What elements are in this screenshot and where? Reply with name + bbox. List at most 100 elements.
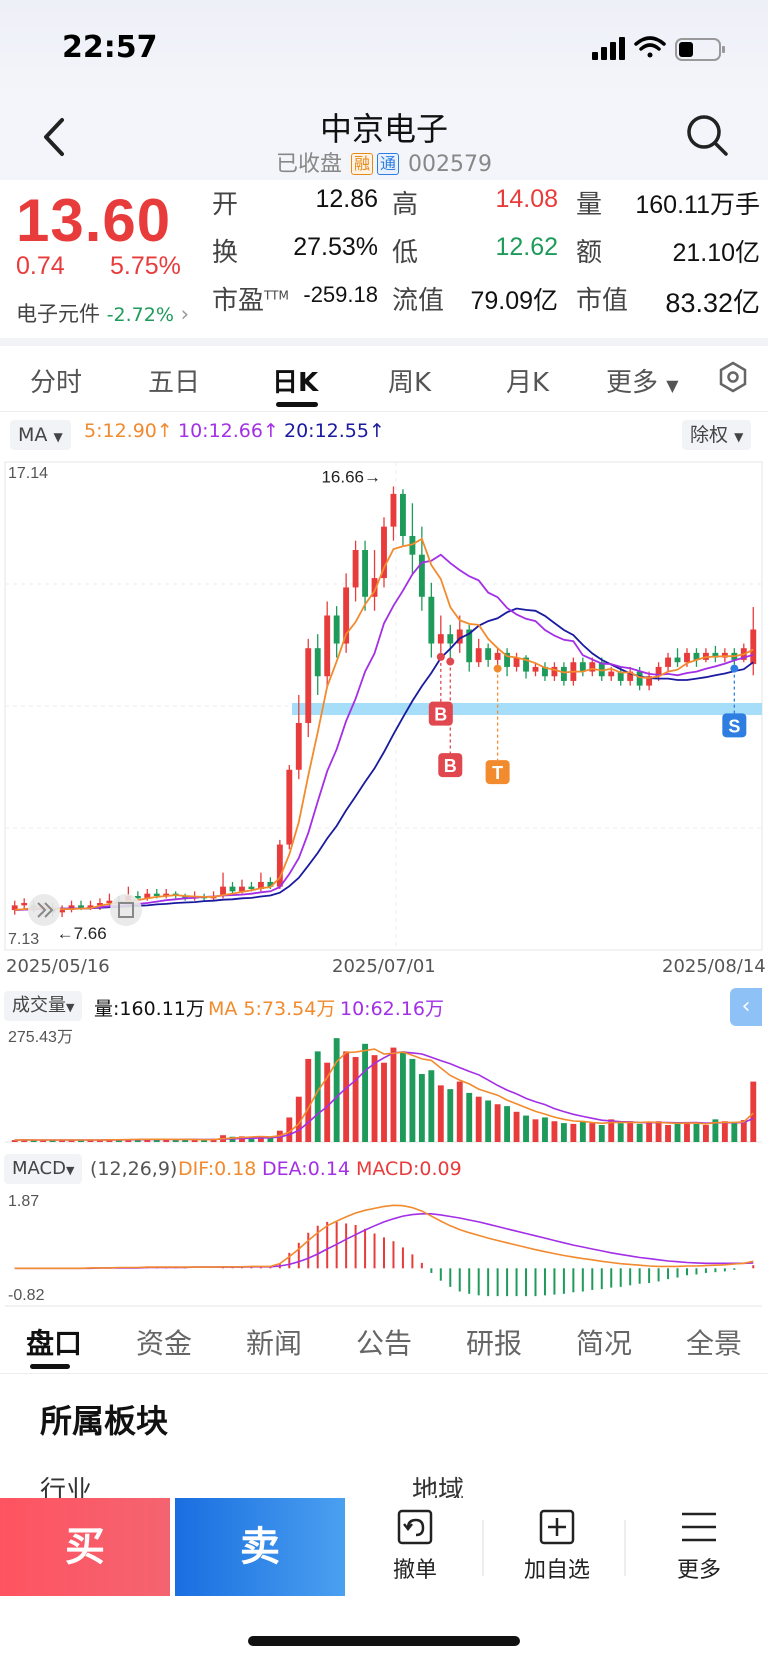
candle: [627, 671, 634, 681]
search-icon[interactable]: [684, 112, 730, 158]
separator: [482, 1520, 484, 1576]
macd-value: MACD:0.09: [356, 1158, 462, 1180]
buy-button[interactable]: 买: [0, 1498, 170, 1596]
candle: [598, 662, 605, 677]
more-button[interactable]: 更多: [644, 1508, 754, 1584]
signal-badge: [485, 760, 510, 785]
status-time: 22:57: [62, 30, 158, 65]
tab-overview[interactable]: 全景: [686, 1327, 743, 1360]
chevron-right-icon: ›: [180, 302, 189, 326]
tab-capital[interactable]: 资金: [136, 1327, 193, 1360]
volume-bar: [542, 1117, 548, 1142]
stock-code: 002579: [408, 152, 492, 177]
tab-five-day[interactable]: 五日: [148, 368, 201, 398]
volume-bar: [589, 1123, 596, 1142]
settings-hexagon-icon[interactable]: [716, 360, 750, 394]
value-high: 14.08: [495, 185, 558, 213]
volume-ma5-line: [14, 1048, 754, 1141]
volume-bar: [598, 1125, 605, 1142]
back-chevron-icon[interactable]: [34, 112, 74, 162]
candle: [97, 903, 103, 906]
macd-header: MACD▼ (12,26,9) DIF:0.18 DEA:0.14 MACD:0…: [0, 1152, 768, 1188]
tab-announcements[interactable]: 公告: [356, 1327, 413, 1360]
candle: [617, 671, 624, 681]
menu-icon: [682, 1512, 716, 1542]
candle: [59, 910, 66, 913]
cellular-signal-icon: [592, 37, 625, 60]
volume-bar: [11, 1140, 18, 1142]
candle: [106, 900, 113, 904]
volume-bar: [551, 1121, 558, 1142]
candle: [87, 905, 94, 908]
volume-bar: [333, 1038, 340, 1142]
home-indicator: [248, 1636, 520, 1646]
tab-daily-k[interactable]: 日K: [272, 368, 319, 398]
cancel-order-button[interactable]: 撤单: [360, 1508, 470, 1584]
macd-params: (12,26,9): [90, 1158, 178, 1180]
signal-label: B: [444, 756, 457, 776]
status-icons: [592, 36, 725, 61]
volume-bar: [97, 1139, 103, 1142]
volume-bar: [475, 1096, 482, 1142]
candle: [418, 554, 425, 597]
tab-underline: [30, 1364, 70, 1369]
volume-bar: [40, 1140, 47, 1142]
add-watchlist-button[interactable]: 加自选: [502, 1508, 612, 1584]
ma5-line: [14, 537, 754, 911]
tab-news[interactable]: 新闻: [246, 1327, 303, 1360]
volume-bar: [115, 1139, 122, 1142]
crosshair-toggle-icon[interactable]: [110, 894, 142, 926]
scroll-left-icon[interactable]: [28, 894, 60, 926]
adjust-select[interactable]: 除权 ▼: [682, 420, 752, 450]
tab-more-label: 更多: [606, 368, 659, 398]
candle: [390, 493, 397, 527]
tab-orderbook[interactable]: 盘口: [26, 1327, 83, 1360]
candle: [362, 550, 368, 597]
connect-tag: 通: [377, 153, 400, 175]
signal-dot: [493, 664, 502, 673]
candle: [371, 578, 378, 597]
candle: [646, 676, 653, 686]
candle: [276, 844, 283, 887]
undo-icon: [397, 1509, 433, 1545]
volume-bar: [324, 1062, 331, 1142]
ma5-value: 5:12.90↑: [84, 420, 173, 442]
candle: [343, 587, 350, 644]
dif-line: [14, 1204, 754, 1270]
candle: [579, 662, 586, 672]
candle: [229, 886, 236, 892]
candle: [314, 648, 321, 677]
macd-select[interactable]: MACD▼: [4, 1154, 83, 1184]
candle: [721, 652, 728, 658]
stock-subtitle: 已收盘 融通 002579: [0, 146, 768, 178]
collapse-panel-button[interactable]: ‹: [730, 988, 762, 1026]
volume-bar: [702, 1125, 709, 1142]
volume-bar: [314, 1051, 321, 1142]
tab-monthly-k[interactable]: 月K: [506, 368, 550, 398]
candle: [220, 886, 226, 896]
value-turnover: 27.53%: [293, 233, 378, 261]
volume-bar: [59, 1140, 66, 1142]
volume-bar: [665, 1125, 671, 1142]
stock-name: 中京电子: [319, 110, 448, 148]
indicator-select[interactable]: MA ▼: [10, 420, 71, 450]
sector-link[interactable]: 电子元件 -2.72% ›: [16, 298, 189, 328]
label-float-cap: 流值: [392, 286, 445, 316]
kline-chart[interactable]: B B T S 17.14 7.13 16.66→ ←7.66: [0, 456, 768, 952]
up-arrow-icon: ↑: [262, 420, 279, 442]
volume-select[interactable]: 成交量▼: [4, 991, 83, 1021]
volume-bar: [731, 1123, 738, 1142]
tab-weekly-k[interactable]: 周K: [388, 368, 432, 398]
candle: [560, 666, 567, 681]
tab-profile[interactable]: 简况: [576, 1327, 633, 1360]
margin-tag: 融: [351, 153, 374, 175]
last-price: 13.60: [16, 187, 172, 254]
value-volume: 160.11万手: [635, 191, 760, 219]
volume-bar: [560, 1123, 567, 1142]
sell-button[interactable]: 卖: [175, 1498, 345, 1596]
up-arrow-icon: ↑: [156, 420, 173, 442]
tab-more[interactable]: 更多 ▼: [606, 362, 679, 399]
volume-bar: [693, 1123, 700, 1142]
tab-intraday[interactable]: 分时: [30, 368, 83, 398]
tab-research[interactable]: 研报: [466, 1327, 523, 1360]
